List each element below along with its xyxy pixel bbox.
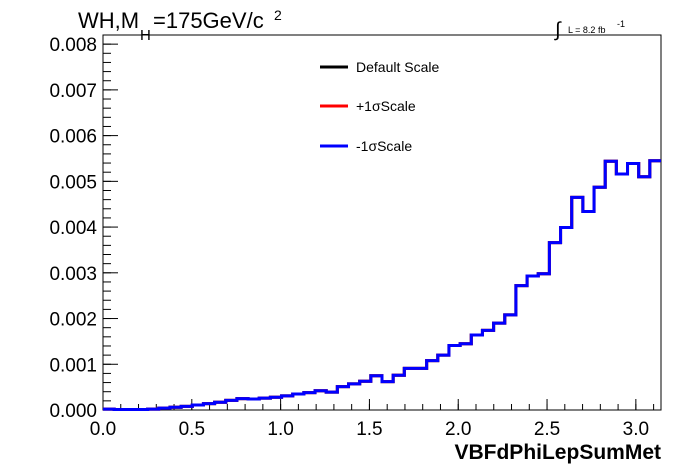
x-tick-label: 2.5	[534, 419, 560, 440]
x-tick-label: 2.0	[445, 419, 471, 440]
x-tick-label: 0.5	[179, 419, 205, 440]
legend-label-plus1sigma: +1σScale	[356, 98, 416, 114]
y-tick-label: 0.007	[49, 81, 97, 102]
x-axis: 0.0 0.5 1.0 1.5 2.0 2.5 3.0	[90, 399, 655, 440]
y-tick-label: 0.005	[49, 172, 97, 193]
x-tick-label: 1.5	[356, 419, 382, 440]
x-tick-label: 3.0	[623, 419, 649, 440]
y-tick-label: 0.004	[49, 218, 97, 239]
legend: Default Scale +1σScale -1σScale	[320, 59, 439, 154]
chart-title-rest: =175GeV/c	[153, 8, 264, 33]
chart-title-main: WH,M	[78, 8, 139, 33]
plot-frame	[102, 34, 662, 411]
y-tick-label: 0.001	[49, 355, 97, 376]
chart-title-superscript: 2	[274, 7, 282, 23]
lumi-superscript: -1	[617, 19, 625, 29]
legend-label-default: Default Scale	[356, 59, 439, 75]
lumi-label: L = 8.2 fb	[568, 25, 605, 35]
series-line-2	[103, 159, 661, 412]
x-axis-title: VBFdPhiLepSumMet	[454, 441, 661, 464]
y-tick-label: 0.002	[49, 310, 97, 331]
y-tick-label: 0.008	[49, 35, 97, 56]
lumi-integral-sign: ∫	[554, 19, 562, 41]
y-axis: 0.000 0.001 0.002 0.003 0.004 0.005 0.006 0.007…	[49, 34, 118, 422]
y-tick-label: 0.006	[49, 127, 97, 148]
x-tick-label: 1.0	[267, 419, 293, 440]
legend-label-minus1sigma: -1σScale	[356, 138, 412, 154]
x-tick-label: 0.0	[90, 419, 116, 440]
y-tick-label: 0.000	[49, 401, 97, 422]
y-tick-label: 0.003	[49, 264, 97, 285]
histogram-series	[103, 159, 661, 412]
